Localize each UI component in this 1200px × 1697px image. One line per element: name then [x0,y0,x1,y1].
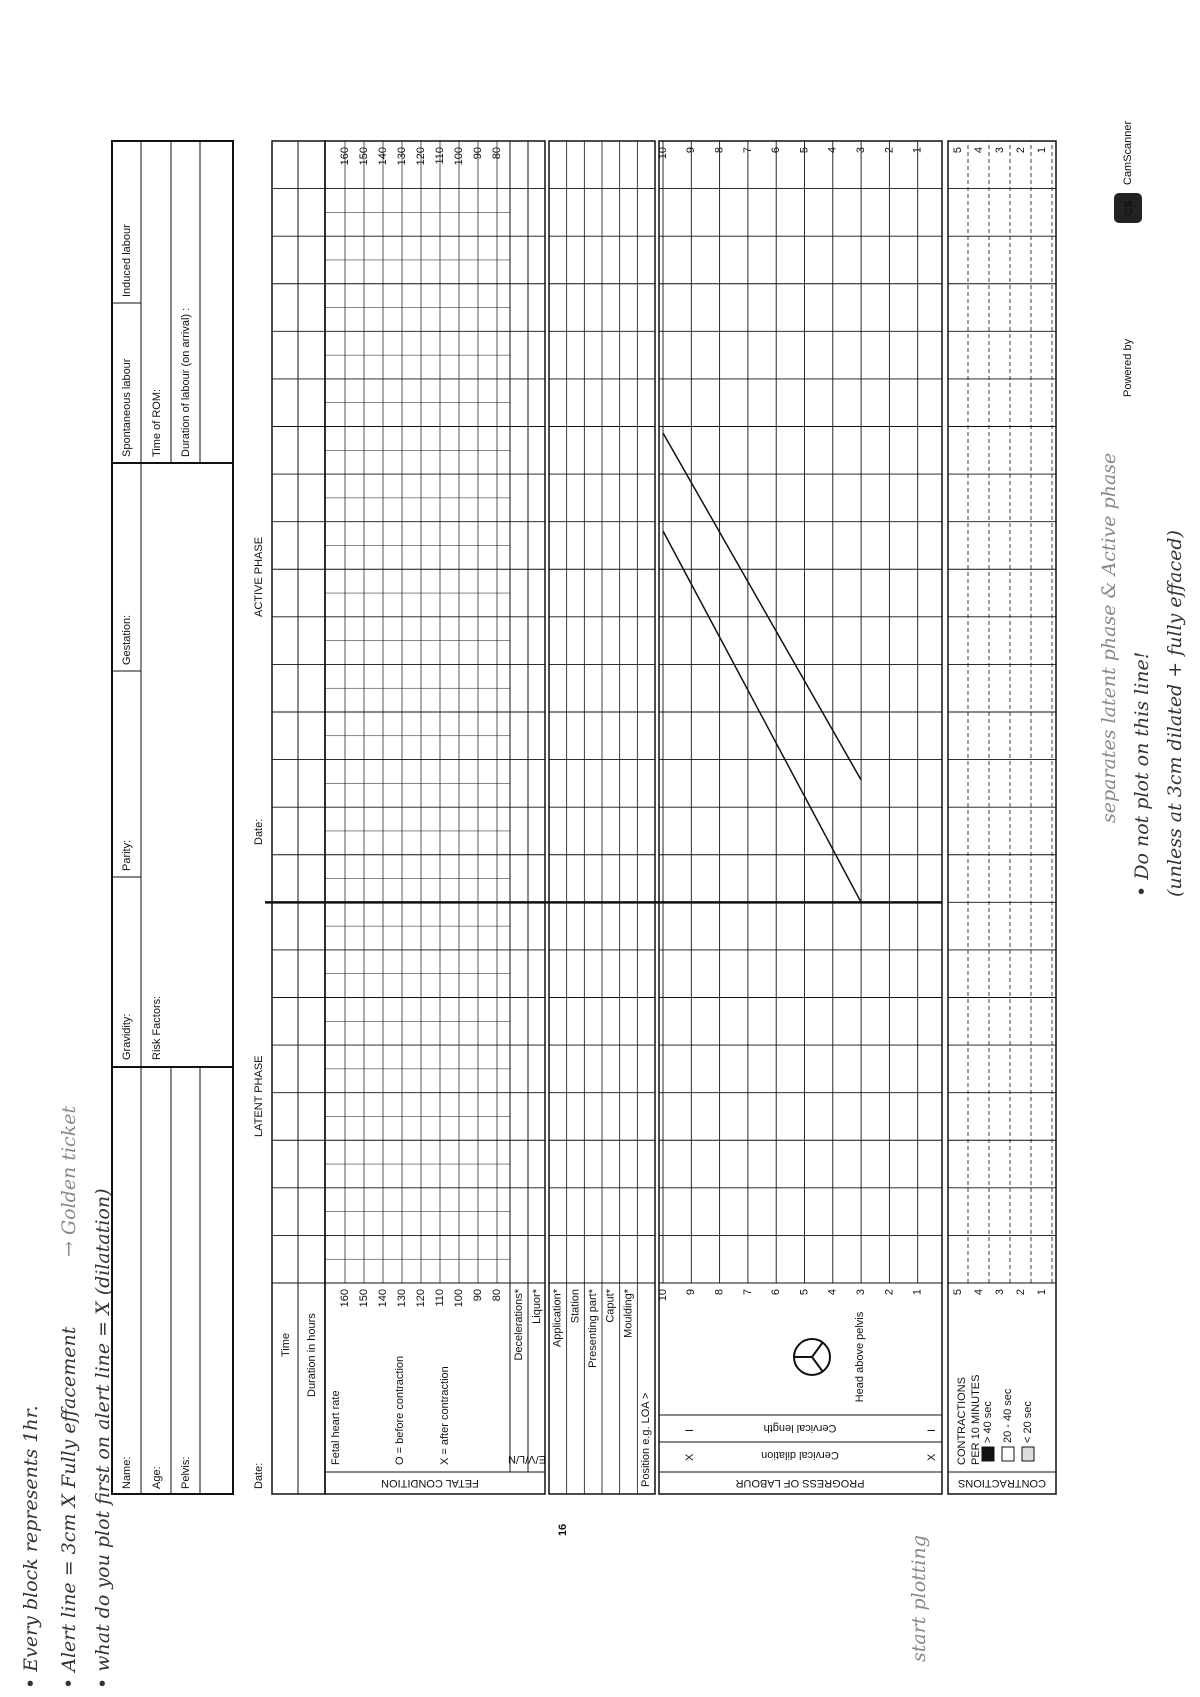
label: Risk Factors: [151,996,163,1060]
vertical-label: Cervical length [764,1422,837,1434]
legend-swatch [1021,1446,1035,1462]
tick-label: 10 [657,1289,669,1301]
label: > 40 sec [982,1401,994,1443]
label: Liquor* [531,1288,543,1324]
tick-label: 1 [912,1289,924,1295]
label: Fetal heart rate [330,1390,342,1465]
label: Gravidity: [121,1014,133,1060]
tick-label: 150 [358,1289,370,1307]
label: Name: [121,1457,133,1489]
note: • Alert line = 3cm X Fully effacement [58,1326,80,1689]
label: X [684,1453,696,1461]
tick-label: 4 [973,147,985,153]
vertical-label: FETAL CONDITION [381,1477,479,1489]
label: Age: [151,1466,163,1489]
label: Gestation: [121,615,133,665]
label: X [926,1453,938,1461]
label: PER 10 MINUTES [970,1375,982,1465]
label: Position e.g. LOA > [640,1393,652,1487]
label: Parity: [121,840,133,871]
tick-label: 90 [472,1289,484,1301]
note: separates latent phase & Active phase [1098,453,1120,823]
label: Date: [253,1463,265,1489]
rotated-page: • Every block represents 1hr. • Alert lin… [20,120,1186,1689]
frame [324,140,546,1495]
tick-label: 7 [742,1289,754,1295]
label: CONTRACTIONS [956,1377,968,1465]
tick-label: 120 [415,1289,427,1307]
tick-label: 4 [827,1289,839,1295]
logo: CS [1123,200,1135,215]
tick-label: 6 [770,1289,782,1295]
tick-label: 1 [1036,147,1048,153]
tick-label: 100 [453,1289,465,1307]
tick-label: 5 [798,1289,810,1295]
label: < 20 sec [1022,1401,1034,1443]
tick-label: 2 [1015,147,1027,153]
vertical-label: Cervical dilation [761,1449,839,1461]
label: Presenting part* [587,1288,599,1368]
page-number: 16 [557,1524,569,1536]
note: start plotting [908,1535,930,1662]
label: Date: [253,819,265,845]
vertical-label: CONTRACTIONS [958,1477,1046,1489]
legend-swatch [981,1446,995,1462]
tick-label: 2 [1015,1289,1027,1295]
legend-swatch [1001,1446,1015,1462]
note: • what do you plot first on alert line =… [92,1188,114,1689]
tick-label: 80 [491,1289,503,1301]
tick-label: 2 [883,1289,895,1295]
alert-line [662,530,862,903]
label: Induced labour [121,224,133,297]
watermark: CamScanner [1122,120,1134,185]
tick-label: 160 [339,1289,351,1307]
tick-label: 1 [1036,1289,1048,1295]
note: • Do not plot on this line! [1131,652,1153,897]
label: 20 - 40 sec [1002,1388,1014,1443]
rule [811,1356,824,1373]
label: X = after contraction [439,1366,451,1465]
label: Time of ROM: [151,389,163,457]
vertical-label: E/V/L/N [508,1453,546,1465]
label: Head above pelvis [854,1311,866,1402]
tick-label: 3 [994,147,1006,153]
tick-label: 3 [855,1289,867,1295]
header-frame [111,140,234,1495]
label: LATENT PHASE [253,1055,265,1137]
note: (unless at 3cm dilated + fully effaced) [1164,530,1186,897]
label: I [684,1429,696,1432]
note: • Every block represents 1hr. [20,1405,42,1689]
vertical-label: PROGRESS OF LABOUR [735,1477,864,1489]
label: Duration in hours [306,1313,318,1397]
label: Time [280,1333,292,1357]
label: Spontaneous labour [121,358,133,457]
tick-label: 8 [714,1289,726,1295]
label: Station [569,1289,581,1323]
label: Decelerations* [513,1288,525,1360]
label: Caput* [605,1288,617,1322]
note: → Golden ticket [58,1106,80,1257]
tick-label: 9 [685,1289,697,1295]
tick-label: 5 [952,147,964,153]
label: Duration of labour (on arrival) : [180,308,192,457]
label: O = before contraction [394,1356,406,1465]
logo-box [1114,193,1142,223]
tick-label: 4 [973,1289,985,1295]
label: Application* [552,1288,564,1347]
rule [811,1341,824,1358]
tick-label: 130 [396,1289,408,1307]
tick-label: 110 [434,1289,446,1307]
label: I [926,1429,938,1432]
frame [658,140,943,1495]
watermark: Powered by [1122,338,1134,397]
tick-label: 5 [952,1289,964,1295]
frame [947,140,1057,1495]
label: Pelvis: [180,1457,192,1489]
tick-label: 3 [994,1289,1006,1295]
label: ACTIVE PHASE [253,537,265,617]
label: Moulding* [622,1288,634,1338]
tick-label: 140 [377,1289,389,1307]
action-line [662,432,862,781]
